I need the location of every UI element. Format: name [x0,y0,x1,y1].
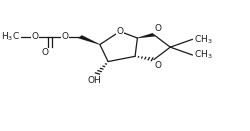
Text: O: O [42,48,49,58]
Text: O: O [116,27,123,36]
Text: O: O [154,61,161,70]
Text: OH: OH [88,76,101,85]
Polygon shape [137,33,155,38]
Text: O: O [32,32,38,41]
Text: O: O [61,32,68,41]
Text: CH$_3$: CH$_3$ [194,33,212,46]
Text: CH$_3$: CH$_3$ [194,49,212,61]
Polygon shape [78,35,100,45]
Text: H$_3$C: H$_3$C [1,30,20,43]
Text: O: O [154,24,161,33]
